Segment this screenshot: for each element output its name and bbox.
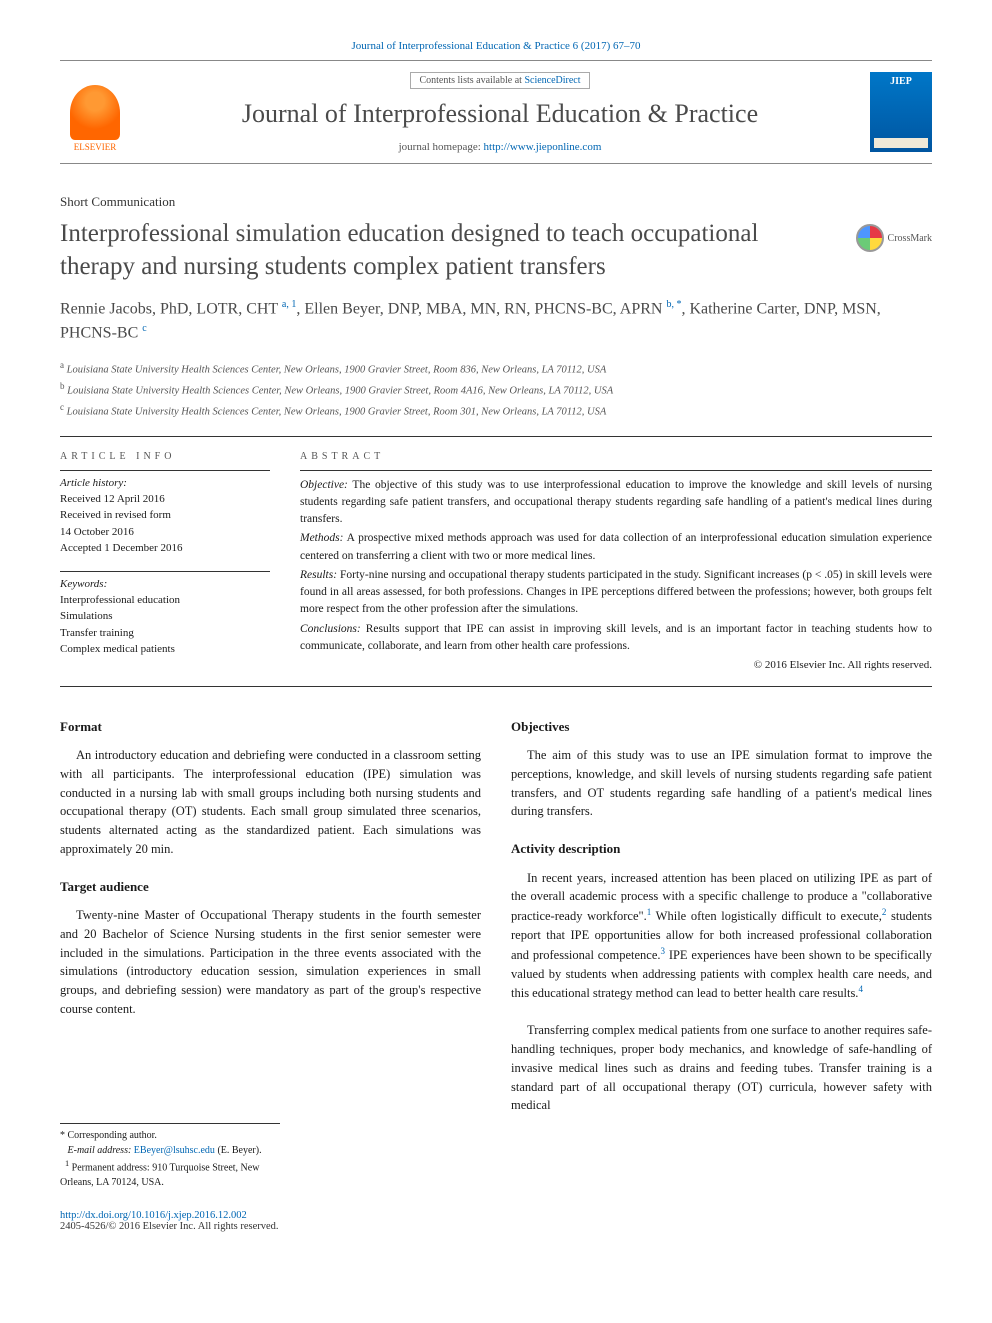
journal-name: Journal of Interprofessional Education &… — [142, 99, 858, 129]
section-heading: Target audience — [60, 877, 481, 897]
cover-footer-strip — [874, 138, 928, 148]
keyword-line: Simulations — [60, 608, 270, 625]
journal-cover-thumbnail: JIEP — [870, 72, 932, 152]
crossmark-label: CrossMark — [888, 233, 932, 244]
contents-prefix: Contents lists available at — [419, 75, 524, 86]
author-name: , Ellen Beyer, DNP, MBA, MN, RN, PHCNS-B… — [296, 300, 666, 317]
body-columns: Format An introductory education and debr… — [60, 717, 932, 1115]
rule-below-abstract — [60, 686, 932, 687]
affiliation-line: a Louisiana State University Health Scie… — [60, 358, 932, 379]
crossmark-icon — [856, 224, 884, 252]
cover-abbr: JIEP — [890, 76, 912, 87]
info-abstract-row: ARTICLE INFO Article history: Received 1… — [60, 451, 932, 672]
doi-link[interactable]: http://dx.doi.org/10.1016/j.xjep.2016.12… — [60, 1210, 247, 1221]
email-link[interactable]: EBeyer@lsuhsc.edu — [134, 1145, 215, 1156]
body-paragraph: The aim of this study was to use an IPE … — [511, 746, 932, 821]
author-name: Rennie Jacobs, PhD, LOTR, CHT — [60, 300, 282, 317]
masthead-center: Contents lists available at ScienceDirec… — [142, 71, 858, 153]
author-affil-sup: b, * — [666, 299, 681, 310]
keywords-lines: Interprofessional educationSimulationsTr… — [60, 592, 270, 658]
publisher-name: ELSEVIER — [74, 142, 117, 152]
homepage-line: journal homepage: http://www.jieponline.… — [142, 141, 858, 153]
history-lines: Received 12 April 2016Received in revise… — [60, 491, 270, 557]
section-heading: Objectives — [511, 717, 932, 737]
email-line: E-mail address: EBeyer@lsuhsc.edu (E. Be… — [60, 1143, 280, 1158]
corresponding-note: * Corresponding author. — [60, 1128, 280, 1143]
keyword-line: Transfer training — [60, 625, 270, 642]
rule-above-info — [60, 436, 932, 437]
abstract-section: Results: Forty-nine nursing and occupati… — [300, 567, 932, 619]
author-affil-sup: c — [142, 323, 146, 334]
contents-available: Contents lists available at ScienceDirec… — [410, 72, 589, 89]
abstract: ABSTRACT Objective: The objective of thi… — [300, 451, 932, 672]
body-section: Objectives The aim of this study was to u… — [511, 717, 932, 822]
history-block: Article history: Received 12 April 2016R… — [60, 470, 270, 557]
keyword-line: Interprofessional education — [60, 592, 270, 609]
history-line: Received in revised form — [60, 507, 270, 524]
body-paragraph: In recent years, increased attention has… — [511, 869, 932, 1004]
article-title: Interprofessional simulation education d… — [60, 218, 836, 283]
body-section: Activity description In recent years, inc… — [511, 839, 932, 1115]
abstract-body: Objective: The objective of this study w… — [300, 470, 932, 656]
history-label: Article history: — [60, 477, 270, 489]
body-paragraph: Twenty-nine Master of Occupational Thera… — [60, 906, 481, 1019]
footer-block: http://dx.doi.org/10.1016/j.xjep.2016.12… — [60, 1210, 932, 1232]
article-info-heading: ARTICLE INFO — [60, 451, 270, 462]
abstract-section: Objective: The objective of this study w… — [300, 477, 932, 529]
affiliation-line: b Louisiana State University Health Scie… — [60, 379, 932, 400]
keywords-block: Keywords: Interprofessional educationSim… — [60, 571, 270, 658]
permanent-sup: 1 — [65, 1159, 69, 1168]
body-paragraph: Transferring complex medical patients fr… — [511, 1021, 932, 1115]
abstract-section: Methods: A prospective mixed methods app… — [300, 530, 932, 565]
body-section: Target audience Twenty-nine Master of Occ… — [60, 877, 481, 1019]
title-row: Interprofessional simulation education d… — [60, 218, 932, 283]
elsevier-logo: ELSEVIER — [60, 72, 130, 152]
issn-copyright: 2405-4526/© 2016 Elsevier Inc. All right… — [60, 1221, 279, 1232]
homepage-prefix: journal homepage: — [399, 141, 484, 153]
authors-line: Rennie Jacobs, PhD, LOTR, CHT a, 1, Elle… — [60, 297, 932, 346]
permanent-text: Permanent address: 910 Turquoise Street,… — [60, 1162, 259, 1188]
article-type: Short Communication — [60, 194, 932, 210]
elsevier-tree-icon — [70, 85, 120, 140]
email-label: E-mail address: — [68, 1145, 134, 1156]
history-line: Received 12 April 2016 — [60, 491, 270, 508]
header-citation: Journal of Interprofessional Education &… — [60, 40, 932, 52]
body-section: Format An introductory education and debr… — [60, 717, 481, 859]
affiliations: a Louisiana State University Health Scie… — [60, 358, 932, 422]
crossmark-badge[interactable]: CrossMark — [856, 224, 932, 252]
keyword-line: Complex medical patients — [60, 641, 270, 658]
history-line: Accepted 1 December 2016 — [60, 540, 270, 557]
abstract-section: Conclusions: Results support that IPE ca… — [300, 621, 932, 656]
author-affil-sup: a, 1 — [282, 299, 296, 310]
history-line: 14 October 2016 — [60, 524, 270, 541]
body-paragraph: An introductory education and debriefing… — [60, 746, 481, 859]
section-heading: Activity description — [511, 839, 932, 859]
keywords-label: Keywords: — [60, 578, 270, 590]
masthead: ELSEVIER Contents lists available at Sci… — [60, 60, 932, 164]
section-heading: Format — [60, 717, 481, 737]
footnotes: * Corresponding author. E-mail address: … — [60, 1123, 280, 1190]
sciencedirect-link[interactable]: ScienceDirect — [524, 75, 580, 86]
article-info: ARTICLE INFO Article history: Received 1… — [60, 451, 270, 672]
email-name: (E. Beyer). — [215, 1145, 262, 1156]
affiliation-line: c Louisiana State University Health Scie… — [60, 400, 932, 421]
abstract-copyright: © 2016 Elsevier Inc. All rights reserved… — [300, 659, 932, 671]
homepage-link[interactable]: http://www.jieponline.com — [484, 141, 602, 153]
permanent-address: 1 Permanent address: 910 Turquoise Stree… — [60, 1158, 280, 1190]
abstract-heading: ABSTRACT — [300, 451, 932, 462]
